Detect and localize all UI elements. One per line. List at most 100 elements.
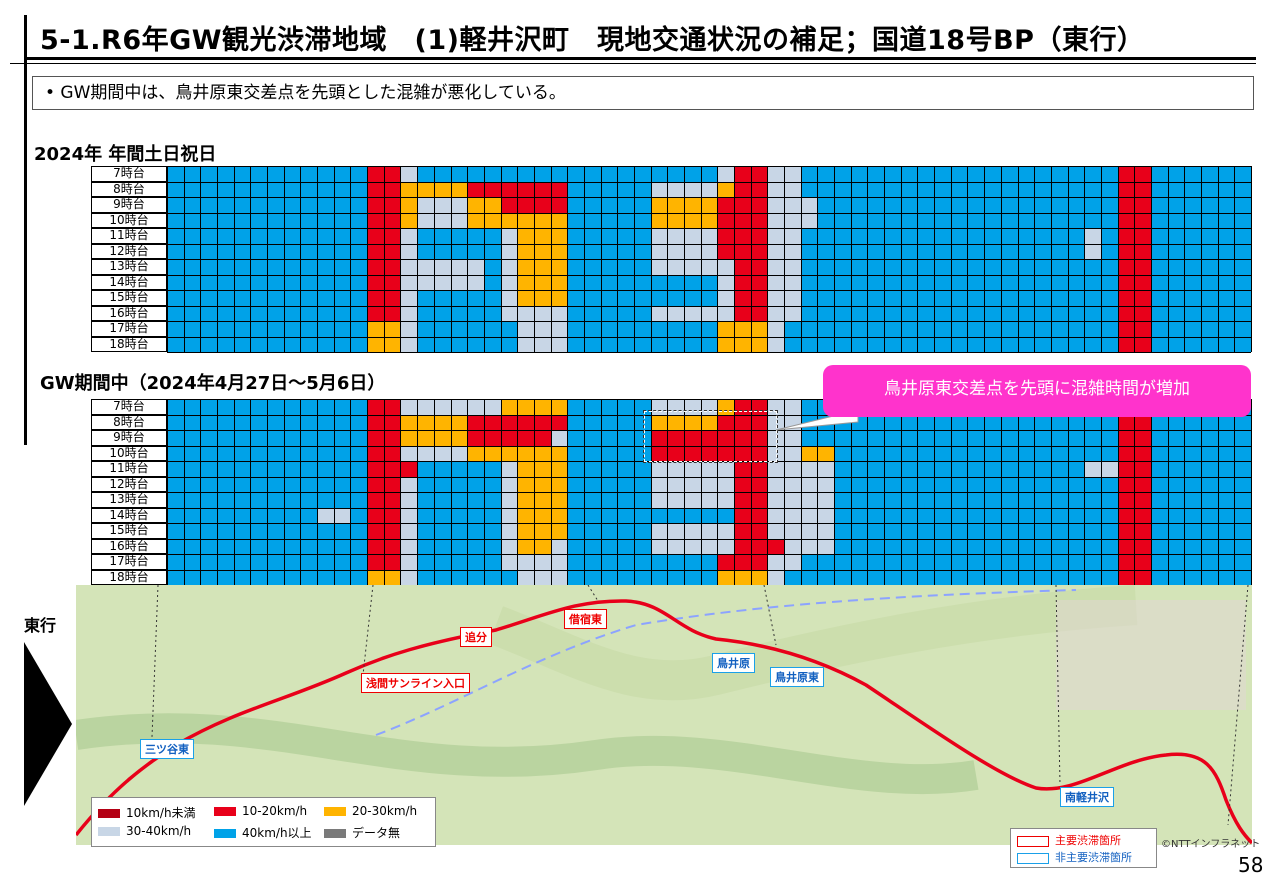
heatmap-cell [1150,274,1251,290]
heatmap-cell [367,166,401,182]
legend-swatch [324,829,346,838]
heatmap-cell [367,492,401,508]
heatmap-cell [417,476,501,492]
legend-item: 40km/h以上 [214,824,312,841]
heatmap-cell [517,507,568,523]
heatmap-cell [1150,305,1251,321]
grid-line [167,399,1251,400]
heatmap-cell [1150,430,1251,446]
heatmap-cell [500,243,518,259]
hour-label: 12時台 [91,243,167,259]
heatmap-cell [650,461,734,477]
heatmap-cell [400,212,418,228]
hour-label: 14時台 [91,507,167,523]
grid-line [167,523,1251,524]
heatmap-cell [317,507,351,523]
heatmap-cell [367,259,401,275]
heatmap-cell [567,523,651,539]
heatmap-cell [400,274,484,290]
heatmap-cell [367,336,401,352]
hour-label: 9時台 [91,197,167,213]
hour-label: 8時台 [91,414,167,430]
heatmap-cell [350,507,368,523]
legend-swatch [324,807,346,816]
legend-swatch [214,829,236,838]
heatmap-cell [734,523,768,539]
grid-line [167,212,1251,214]
hour-label: 16時台 [91,538,167,554]
hour-label: 10時台 [91,212,167,228]
heatmap-cell [417,492,501,508]
hour-label: 10時台 [91,445,167,461]
heatmap-cell [717,197,768,213]
heatmap-cell [400,243,418,259]
grid-line [167,197,1251,198]
heatmap-cell [1150,259,1251,275]
heatmap-cell [500,228,518,244]
heatmap-cell [400,166,418,182]
heatmap-cell [650,305,734,321]
legend-label: 10km/h未満 [126,806,196,820]
heatmap-cell [500,538,518,554]
heatmap-cell [467,445,568,461]
heatmap-cell [734,166,768,182]
legend-label: 10-20km/h [242,804,308,818]
map-label-minami: 南軽井沢 [1060,787,1114,807]
heatmap-cell [650,492,734,508]
legend2-sub-label: 非主要渋滞箇所 [1055,851,1132,864]
heatmap-cell [767,569,785,585]
heatmap-cell [1100,243,1118,259]
map-label-torii: 鳥井原 [712,653,755,673]
hour-label: 17時台 [91,321,167,337]
heatmap-cell [567,321,718,337]
heatmap-cell [784,336,1118,352]
heatmap-cell [417,554,501,570]
speed-legend: 10km/h未満 10-20km/h 20-30km/h 30-40km/h 4… [91,797,436,847]
heatmap-cell [567,399,651,415]
hour-label: 11時台 [91,228,167,244]
heatmap-cell [767,336,785,352]
hour-label: 9時台 [91,430,167,446]
heatmap-cell [400,523,418,539]
legend-swatch [214,807,236,816]
heatmap-cell [400,321,418,337]
heatmap-cell [817,212,1118,228]
heatmap-cell [517,259,568,275]
heatmap-cell [367,523,401,539]
heatmap-cell [483,259,501,275]
heatmap-cell [717,399,734,415]
heatmap-cell [784,321,1118,337]
heatmap-cell [650,476,734,492]
grid-line [167,166,1251,167]
title-underline [24,57,1256,60]
heatmap-cell [1150,181,1251,197]
hour-label: 7時台 [91,399,167,415]
heatmap-cell [567,414,651,430]
hour-label: 13時台 [91,492,167,508]
heatmap-cell [400,290,418,306]
heatmap-cell [500,492,518,508]
heatmap-cell [1150,476,1251,492]
heatmap-cell [717,554,768,570]
heatmap-cell [467,181,568,197]
grid-line [167,290,1251,291]
section-title-annual: 2024年 年間土日祝日 [34,144,217,165]
heatmap-cell [1150,290,1251,306]
heatmap-cell [367,476,401,492]
heatmap-cell [567,259,651,275]
heatmap-cell [417,321,518,337]
heatmap-cell [567,461,651,477]
heatmap-cell [717,243,768,259]
heatmap-cell [717,212,768,228]
legend-item: 20-30km/h [324,804,417,818]
heatmap-cell [1100,228,1118,244]
heatmap-cell [417,290,501,306]
legend-label: 30-40km/h [126,824,192,838]
heatmap-cell [367,569,401,585]
bottleneck-legend: 主要渋滞箇所 非主要渋滞箇所 [1010,828,1157,868]
map-label-sanmitsuya: 三ツ谷東 [140,739,194,759]
heatmap-cell [800,181,1118,197]
heatmap-cell [650,430,768,446]
heatmap-cell [567,538,651,554]
heatmap-cell [567,336,718,352]
